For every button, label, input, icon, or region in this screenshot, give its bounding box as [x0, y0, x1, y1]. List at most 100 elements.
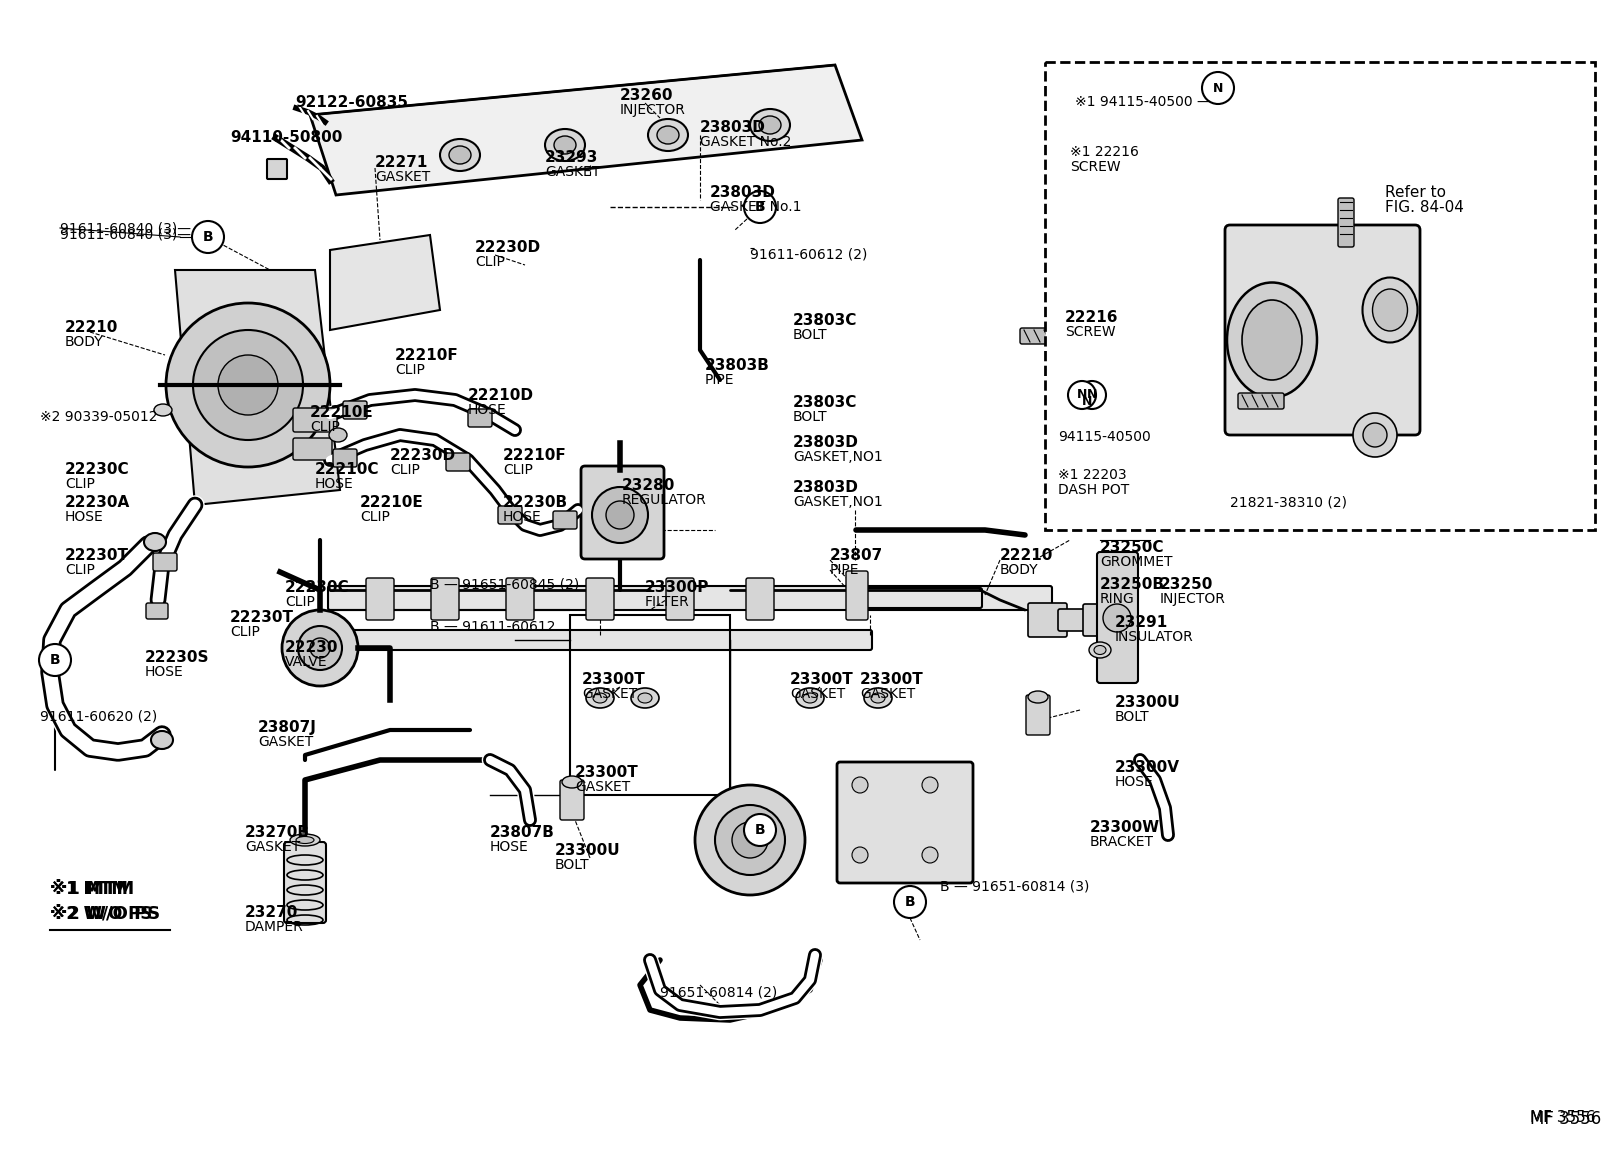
Ellipse shape	[759, 116, 781, 134]
Text: CLIP: CLIP	[64, 563, 95, 577]
Circle shape	[1363, 423, 1387, 447]
Ellipse shape	[1241, 300, 1302, 380]
Text: ※1 94115-40500 —: ※1 94115-40500 —	[1075, 94, 1210, 109]
Text: 23250B: 23250B	[1099, 577, 1165, 592]
Text: ※2 90339-05012: ※2 90339-05012	[40, 410, 157, 424]
Text: B: B	[50, 653, 61, 667]
Ellipse shape	[440, 139, 480, 170]
FancyBboxPatch shape	[847, 588, 982, 608]
Text: REGULATOR: REGULATOR	[622, 493, 707, 507]
Text: 23803D: 23803D	[792, 480, 858, 495]
FancyBboxPatch shape	[292, 408, 337, 432]
Circle shape	[731, 823, 768, 858]
Text: 23300V: 23300V	[1114, 760, 1180, 775]
Text: GASKET,NO1: GASKET,NO1	[792, 495, 882, 509]
Ellipse shape	[1088, 642, 1110, 658]
Text: GASKET,NO1: GASKET,NO1	[792, 450, 882, 464]
Text: FILTER: FILTER	[644, 594, 689, 609]
FancyBboxPatch shape	[431, 578, 458, 620]
Ellipse shape	[562, 776, 582, 788]
Text: 94110-50800: 94110-50800	[230, 130, 342, 145]
Ellipse shape	[1027, 691, 1048, 703]
Text: CLIP: CLIP	[284, 594, 315, 609]
Ellipse shape	[154, 404, 172, 416]
Text: 23803B: 23803B	[704, 358, 770, 373]
Text: N: N	[1212, 82, 1223, 94]
Text: BOLT: BOLT	[1114, 710, 1149, 723]
Ellipse shape	[151, 732, 174, 749]
Text: B: B	[754, 200, 765, 214]
FancyBboxPatch shape	[1237, 393, 1284, 409]
Text: BODY: BODY	[1000, 563, 1038, 577]
Text: 23300P: 23300P	[644, 579, 709, 594]
Text: CLIP: CLIP	[64, 477, 95, 491]
FancyBboxPatch shape	[845, 571, 868, 620]
Circle shape	[694, 785, 805, 895]
Text: 23803D: 23803D	[710, 185, 776, 200]
Text: Refer to: Refer to	[1384, 185, 1445, 200]
Text: 22230S: 22230S	[145, 650, 209, 665]
Ellipse shape	[585, 688, 614, 708]
Text: ※2 W/O PS: ※2 W/O PS	[50, 905, 153, 923]
Text: B — 91651-60814 (3): B — 91651-60814 (3)	[940, 880, 1088, 894]
Circle shape	[744, 191, 776, 223]
Text: 91611-60612 (2): 91611-60612 (2)	[749, 248, 866, 262]
Text: FIG. 84-04: FIG. 84-04	[1384, 200, 1462, 215]
Ellipse shape	[448, 146, 471, 164]
Text: 23803C: 23803C	[792, 313, 857, 328]
Text: 22230A: 22230A	[64, 495, 130, 510]
Text: 22210F: 22210F	[503, 448, 566, 463]
Text: PIPE: PIPE	[829, 563, 860, 577]
Text: 22210F: 22210F	[395, 348, 458, 363]
Circle shape	[193, 329, 302, 440]
Circle shape	[893, 886, 926, 918]
FancyBboxPatch shape	[342, 401, 366, 419]
Text: BRACKET: BRACKET	[1090, 835, 1154, 849]
Text: ※1 22203: ※1 22203	[1057, 468, 1127, 482]
FancyBboxPatch shape	[498, 506, 522, 524]
Text: GASKET: GASKET	[575, 780, 630, 794]
Text: 23300T: 23300T	[582, 672, 646, 687]
Text: 23270B: 23270B	[244, 825, 310, 840]
FancyBboxPatch shape	[1057, 609, 1086, 631]
Text: CLIP: CLIP	[360, 510, 389, 524]
Ellipse shape	[871, 694, 884, 703]
Circle shape	[921, 847, 937, 863]
Text: DASH POT: DASH POT	[1057, 483, 1128, 497]
FancyBboxPatch shape	[553, 511, 577, 529]
Text: N: N	[1082, 395, 1091, 408]
Text: GROMMET: GROMMET	[1099, 555, 1172, 569]
Text: 23807B: 23807B	[490, 825, 554, 840]
Polygon shape	[175, 270, 339, 505]
Text: GASKET: GASKET	[244, 840, 301, 854]
Circle shape	[852, 776, 868, 793]
Text: 22210E: 22210E	[310, 406, 373, 420]
Text: INSULATOR: INSULATOR	[1114, 630, 1192, 644]
Text: PIPE: PIPE	[704, 373, 734, 387]
Ellipse shape	[329, 429, 347, 442]
Text: 23291: 23291	[1114, 615, 1168, 630]
FancyBboxPatch shape	[585, 578, 614, 620]
Text: 22230D: 22230D	[391, 448, 456, 463]
Text: 23300T: 23300T	[575, 765, 638, 780]
FancyBboxPatch shape	[445, 453, 469, 471]
Text: CLIP: CLIP	[474, 255, 505, 270]
Ellipse shape	[1372, 289, 1406, 331]
Circle shape	[921, 776, 937, 793]
Text: SCREW: SCREW	[1069, 160, 1120, 174]
Text: 91651-60814 (2): 91651-60814 (2)	[659, 985, 776, 999]
Circle shape	[852, 847, 868, 863]
FancyBboxPatch shape	[1337, 198, 1353, 247]
FancyBboxPatch shape	[746, 578, 773, 620]
Text: CLIP: CLIP	[503, 463, 532, 477]
Text: 23260: 23260	[620, 88, 673, 103]
Text: 23807J: 23807J	[257, 720, 317, 735]
FancyBboxPatch shape	[580, 467, 664, 559]
FancyBboxPatch shape	[146, 602, 167, 619]
Ellipse shape	[749, 109, 789, 141]
Text: HOSE: HOSE	[503, 510, 542, 524]
Text: ※2 W/O PS: ※2 W/O PS	[50, 905, 161, 923]
Circle shape	[1067, 381, 1096, 409]
Circle shape	[310, 638, 329, 658]
Text: CLIP: CLIP	[310, 420, 339, 434]
